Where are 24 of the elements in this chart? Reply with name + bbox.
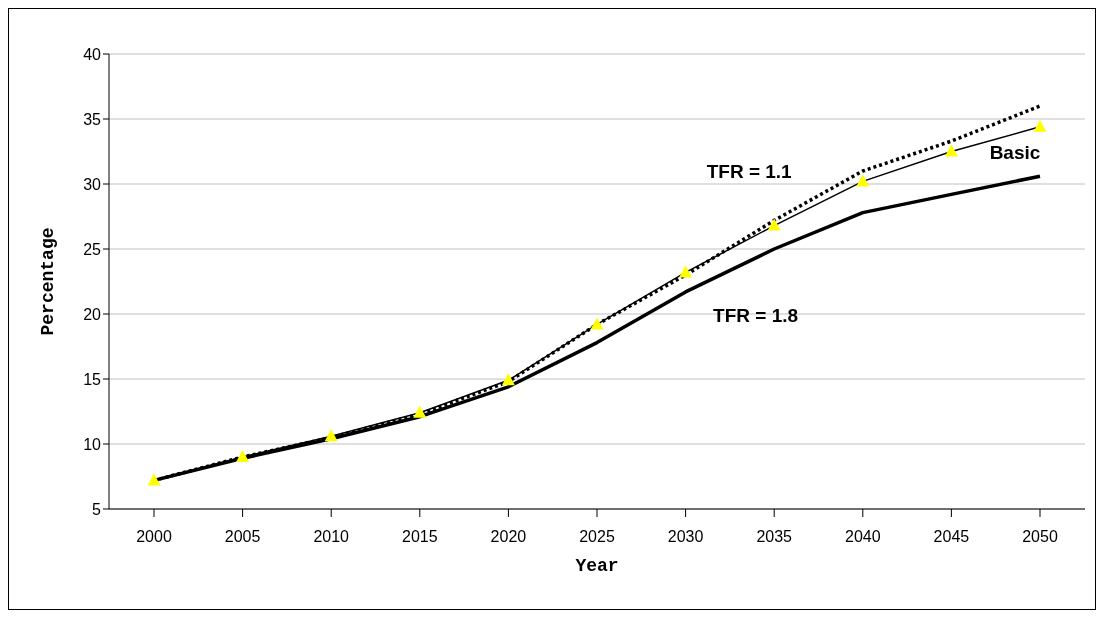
x-tick-label: 2000 (136, 528, 172, 546)
y-tick-label: 30 (83, 175, 102, 193)
series-label: TFR = 1.8 (713, 304, 799, 326)
x-tick-label: 2040 (845, 528, 881, 546)
y-tick-label: 20 (83, 305, 102, 323)
x-tick-label: 2010 (313, 528, 350, 546)
x-tick-label: 2025 (579, 528, 615, 546)
y-axis-title: Percentage (38, 227, 59, 336)
x-tick-label: 2015 (402, 528, 438, 546)
x-axis-title: Year (575, 556, 619, 576)
y-tick-label: 5 (92, 500, 102, 518)
series-label: TFR = 1.1 (706, 161, 793, 183)
y-tick-label: 40 (83, 45, 102, 63)
y-tick-label: 35 (83, 110, 102, 128)
x-tick-label: 2005 (224, 528, 261, 546)
x-tick-label: 2035 (756, 528, 793, 546)
x-tick-label: 2030 (667, 528, 704, 546)
x-tick-label: 2050 (1022, 528, 1058, 546)
x-tick-label: 2045 (933, 528, 970, 546)
x-tick-label: 2020 (490, 528, 527, 546)
series-label: Basic (989, 141, 1041, 163)
y-tick-label: 25 (83, 240, 102, 258)
y-tick-label: 10 (83, 435, 102, 453)
y-tick-label: 15 (83, 370, 102, 388)
